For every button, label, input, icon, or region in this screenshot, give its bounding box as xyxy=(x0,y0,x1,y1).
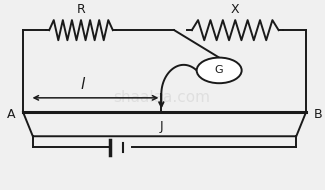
Text: J: J xyxy=(160,120,163,133)
Circle shape xyxy=(197,58,242,83)
Text: G: G xyxy=(215,65,224,75)
Text: l: l xyxy=(81,77,85,92)
Text: R: R xyxy=(77,2,85,16)
Text: X: X xyxy=(231,2,240,16)
Text: shaalaa.com: shaalaa.com xyxy=(113,90,210,105)
Text: A: A xyxy=(6,108,15,121)
Text: B: B xyxy=(314,108,323,121)
